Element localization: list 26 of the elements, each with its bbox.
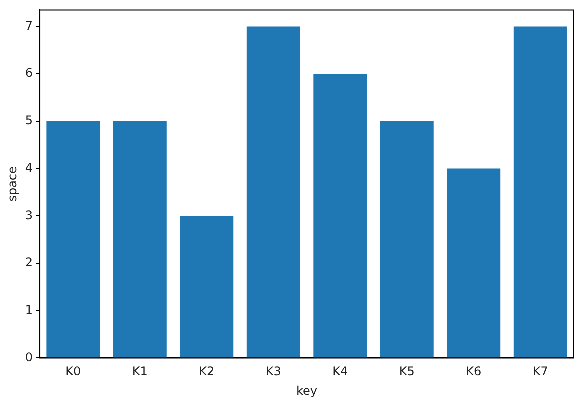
x-tick-label: K0 <box>66 364 82 379</box>
bar <box>46 121 100 358</box>
x-tick-label: K5 <box>399 364 415 379</box>
x-tick-label: K2 <box>199 364 215 379</box>
y-tick-label: 0 <box>25 350 34 364</box>
y-tick-label: 6 <box>25 66 34 80</box>
bar <box>246 26 300 358</box>
y-tick-label: 3 <box>25 208 34 222</box>
y-tick-label: 4 <box>25 160 34 175</box>
y-tick-label: 1 <box>25 302 34 317</box>
y-axis-title: space <box>5 166 20 202</box>
x-tick-label: K7 <box>532 364 548 379</box>
bar <box>314 74 368 358</box>
bar <box>380 121 434 358</box>
x-axis-title: key <box>296 384 318 398</box>
y-tick-label: 5 <box>25 114 34 128</box>
bar <box>514 26 568 358</box>
bar <box>113 121 167 358</box>
x-tick-label: K1 <box>132 364 148 379</box>
y-tick-label: 7 <box>25 18 34 33</box>
bar <box>447 168 501 358</box>
x-tick-label: K4 <box>332 364 348 379</box>
y-tick-label: 2 <box>25 256 34 270</box>
x-tick-label: K3 <box>266 364 282 379</box>
x-tick-label: K6 <box>466 364 482 379</box>
bar <box>180 216 234 358</box>
